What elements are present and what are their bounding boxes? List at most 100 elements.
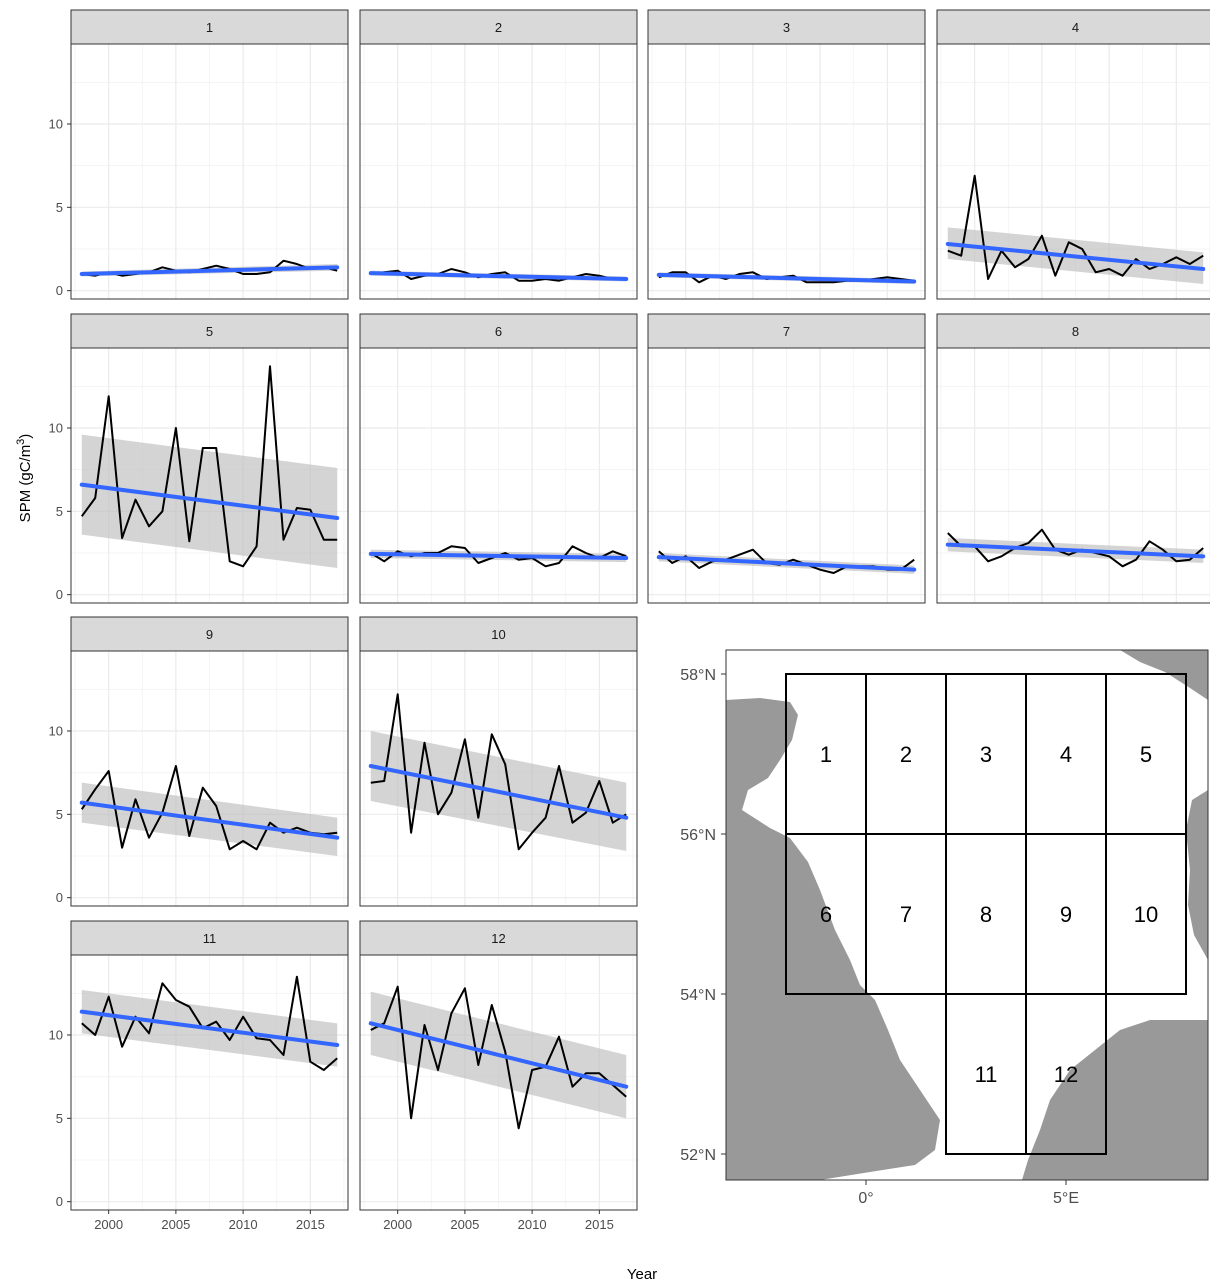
trend-line [79, 800, 340, 840]
facet-strip [647, 9, 926, 45]
observed-series-line [81, 259, 338, 277]
panel-border [70, 650, 349, 907]
x-tick-label: 2000 [94, 1217, 123, 1232]
map-region-box [1025, 993, 1107, 1155]
facet-strip [70, 616, 349, 652]
facet-strip-label: 7 [783, 324, 790, 339]
x-tick-label: 2010 [229, 1217, 258, 1232]
y-tick-label: 5 [56, 504, 63, 519]
trend-line [368, 1021, 629, 1089]
map-frame [725, 649, 1209, 1181]
facet-panel-11: 11 0 5 10 2000 2005 2010 2015 [49, 920, 349, 1232]
facet-strip [70, 313, 349, 349]
map-region-label: 4 [1060, 742, 1072, 767]
x-tick-label: 2015 [585, 1217, 614, 1232]
y-tick-label: 10 [49, 117, 63, 132]
map-region-label: 1 [820, 742, 832, 767]
panel-border [359, 650, 638, 907]
y-tick-label: 0 [56, 283, 63, 298]
y-tick-label: 10 [49, 421, 63, 436]
map-lon-tick-label: 5°E [1053, 1190, 1079, 1207]
x-tick-label: 2015 [296, 1217, 325, 1232]
x-axis-title: Year [627, 1266, 657, 1283]
trend-line [79, 482, 340, 520]
trend-line [368, 551, 629, 560]
panel-border [647, 43, 926, 300]
map-lat-tick-label: 54°N [680, 987, 716, 1004]
facet-strip-label: 4 [1072, 20, 1079, 35]
trend-line [656, 272, 917, 284]
panel-border [647, 347, 926, 604]
facet-panel-10: 10 [359, 616, 638, 907]
facet-strip [936, 9, 1210, 45]
observed-series-line [370, 268, 627, 282]
x-tick-label: 2010 [518, 1217, 547, 1232]
map-region-label: 11 [975, 1062, 998, 1087]
map-land-britain [726, 698, 940, 1180]
facet-panel-2: 2 [359, 9, 638, 300]
map-region-label: 3 [980, 742, 992, 767]
panel-border [359, 954, 638, 1211]
trend-line [945, 542, 1206, 559]
facet-strip [359, 313, 638, 349]
map-region-label: 7 [900, 902, 912, 927]
x-tick-label: 2000 [383, 1217, 412, 1232]
facet-panel-7: 7 [647, 313, 926, 604]
map-lat-tick-label: 56°N [680, 827, 716, 844]
y-axis-title-superscript: 3 [15, 439, 27, 445]
facet-strip-label: 10 [491, 627, 505, 642]
y-tick-label: 5 [56, 200, 63, 215]
facet-strip-label: 3 [783, 20, 790, 35]
panel-border [70, 347, 349, 604]
panel-border [70, 43, 349, 300]
panel-border [359, 43, 638, 300]
facet-panel-6: 6 [359, 313, 638, 604]
x-tick-label: 2005 [450, 1217, 479, 1232]
y-axis-title-close: ) [17, 434, 34, 439]
trend-line [368, 271, 629, 281]
facet-strip-label: 1 [206, 20, 213, 35]
panel-border [936, 43, 1210, 300]
y-tick-label: 5 [56, 807, 63, 822]
panel-border [359, 347, 638, 604]
map-region-box [1105, 833, 1187, 995]
map-region-label: 6 [820, 902, 832, 927]
y-axis-title: SPM (gC/m3) [15, 434, 34, 523]
y-tick-label: 10 [49, 724, 63, 739]
y-tick-label: 10 [49, 1028, 63, 1043]
map-region-label: 10 [1134, 902, 1158, 927]
facet-panel-5: 5 0 5 10 [49, 313, 349, 604]
observed-series-line [80, 765, 338, 851]
y-tick-label: 5 [56, 1111, 63, 1126]
trend-line [656, 555, 917, 572]
map-lat-tick-label: 52°N [680, 1147, 716, 1164]
y-tick-label: 0 [56, 1194, 63, 1209]
facet-strip [359, 616, 638, 652]
y-axis-title-text: SPM (gC/m [17, 445, 34, 523]
facet-strip-label: 5 [206, 324, 213, 339]
map-land-continent [1022, 1020, 1208, 1180]
facet-strip [647, 313, 926, 349]
map-land-norway [1120, 650, 1208, 700]
facet-panel-3: 3 [647, 9, 926, 300]
facet-strip-label: 11 [203, 931, 217, 946]
trend-line [945, 242, 1206, 271]
map-region-label: 9 [1060, 902, 1072, 927]
trend-line [368, 764, 629, 820]
map-land-denmark [1186, 790, 1208, 960]
facet-strip [70, 920, 349, 956]
facet-strip-label: 6 [495, 324, 502, 339]
map-region-label: 2 [900, 742, 912, 767]
map-region-label: 8 [980, 902, 992, 927]
x-tick-label: 2005 [161, 1217, 190, 1232]
observed-series-line [370, 693, 627, 851]
panel-border [70, 954, 349, 1211]
facet-panel-9: 9 0 5 10 [49, 616, 349, 907]
facet-strip [70, 9, 349, 45]
observed-series-line [81, 975, 338, 1071]
trend-line [79, 265, 340, 276]
